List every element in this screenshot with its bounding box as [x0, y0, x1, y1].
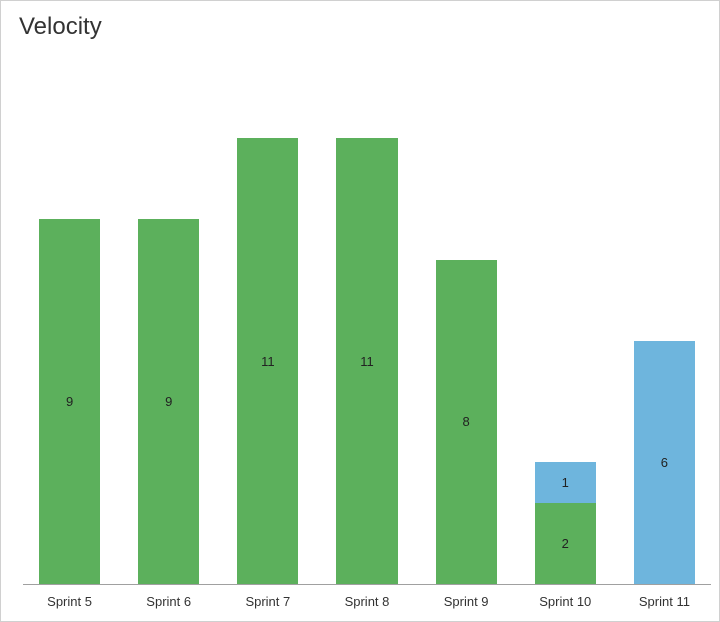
- bar: 11: [336, 57, 397, 584]
- x-axis-labels: Sprint 5 Sprint 6 Sprint 7 Sprint 8 Sprint 9…: [23, 594, 711, 609]
- x-axis-label: Sprint 5: [39, 594, 100, 609]
- bar-segment-completed: 11: [237, 138, 298, 584]
- bar: 9: [39, 57, 100, 584]
- bar-segment-completed: 9: [39, 219, 100, 584]
- plot-area: 9911118126: [23, 57, 711, 585]
- x-axis-label: Sprint 11: [634, 594, 695, 609]
- bar-segment-completed: 11: [336, 138, 397, 584]
- bar: 9: [138, 57, 199, 584]
- chart-title: Velocity: [19, 13, 102, 41]
- x-axis-label: Sprint 9: [436, 594, 497, 609]
- bar: 12: [535, 57, 596, 584]
- x-axis-label: Sprint 10: [535, 594, 596, 609]
- bar: 8: [436, 57, 497, 584]
- bar-segment-completed: 2: [535, 503, 596, 584]
- bars-container: 9911118126: [23, 57, 711, 584]
- bar-segment-planned: 1: [535, 462, 596, 503]
- bar-segment-completed: 9: [138, 219, 199, 584]
- bar-segment-completed: 8: [436, 260, 497, 584]
- x-axis-label: Sprint 8: [336, 594, 397, 609]
- x-axis-label: Sprint 6: [138, 594, 199, 609]
- x-axis-label: Sprint 7: [237, 594, 298, 609]
- bar: 6: [634, 57, 695, 584]
- bar-segment-planned: 6: [634, 341, 695, 584]
- bar: 11: [237, 57, 298, 584]
